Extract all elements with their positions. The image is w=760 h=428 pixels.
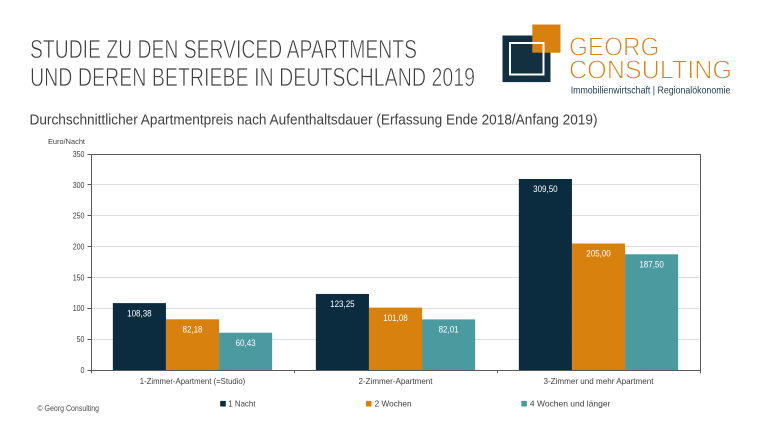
svg-text:2-Zimmer-Apartment: 2-Zimmer-Apartment <box>359 377 434 386</box>
svg-text:50: 50 <box>77 334 85 344</box>
svg-text:150: 150 <box>73 272 85 282</box>
svg-text:250: 250 <box>73 211 85 221</box>
svg-text:100: 100 <box>73 303 85 313</box>
svg-text:82,18: 82,18 <box>183 324 203 334</box>
svg-text:1-Zimmer-Apartment (=Studio): 1-Zimmer-Apartment (=Studio) <box>140 377 246 386</box>
svg-text:Durchschnittlicher Apartmentpr: Durchschnittlicher Apartmentpreis nach A… <box>30 112 598 128</box>
svg-text:82,01: 82,01 <box>439 325 459 335</box>
svg-text:0: 0 <box>81 365 85 375</box>
svg-text:CONSULTING: CONSULTING <box>569 57 732 85</box>
svg-text:3-Zimmer und mehr Apartment: 3-Zimmer und mehr Apartment <box>544 377 655 386</box>
svg-text:123,25: 123,25 <box>330 299 355 309</box>
svg-text:205,00: 205,00 <box>586 249 611 259</box>
svg-text:STUDIE ZU DEN SERVICED APARTME: STUDIE ZU DEN SERVICED APARTMENTS <box>30 34 417 64</box>
svg-text:2 Wochen: 2 Wochen <box>375 399 412 408</box>
svg-text:108,38: 108,38 <box>127 308 152 318</box>
svg-text:309,50: 309,50 <box>533 184 558 194</box>
svg-text:300: 300 <box>73 180 85 190</box>
svg-text:200: 200 <box>73 241 85 251</box>
svg-text:1 Nacht: 1 Nacht <box>228 399 256 408</box>
svg-text:Immobilienwirtschaft | Regiona: Immobilienwirtschaft | Regionalökonomie <box>571 86 731 97</box>
svg-text:Euro/Nacht: Euro/Nacht <box>48 137 85 146</box>
svg-text:350: 350 <box>73 149 85 159</box>
svg-text:187,50: 187,50 <box>639 259 664 269</box>
svg-text:GEORG: GEORG <box>569 34 659 62</box>
svg-text:UND DEREN BETRIEBE IN DEUTSCHL: UND DEREN BETRIEBE IN DEUTSCHLAND 2019 <box>30 62 475 92</box>
svg-text:© Georg Consulting: © Georg Consulting <box>37 404 99 413</box>
svg-text:4 Wochen und länger: 4 Wochen und länger <box>530 399 611 408</box>
svg-text:101,08: 101,08 <box>383 313 408 323</box>
svg-text:60,43: 60,43 <box>236 338 256 348</box>
